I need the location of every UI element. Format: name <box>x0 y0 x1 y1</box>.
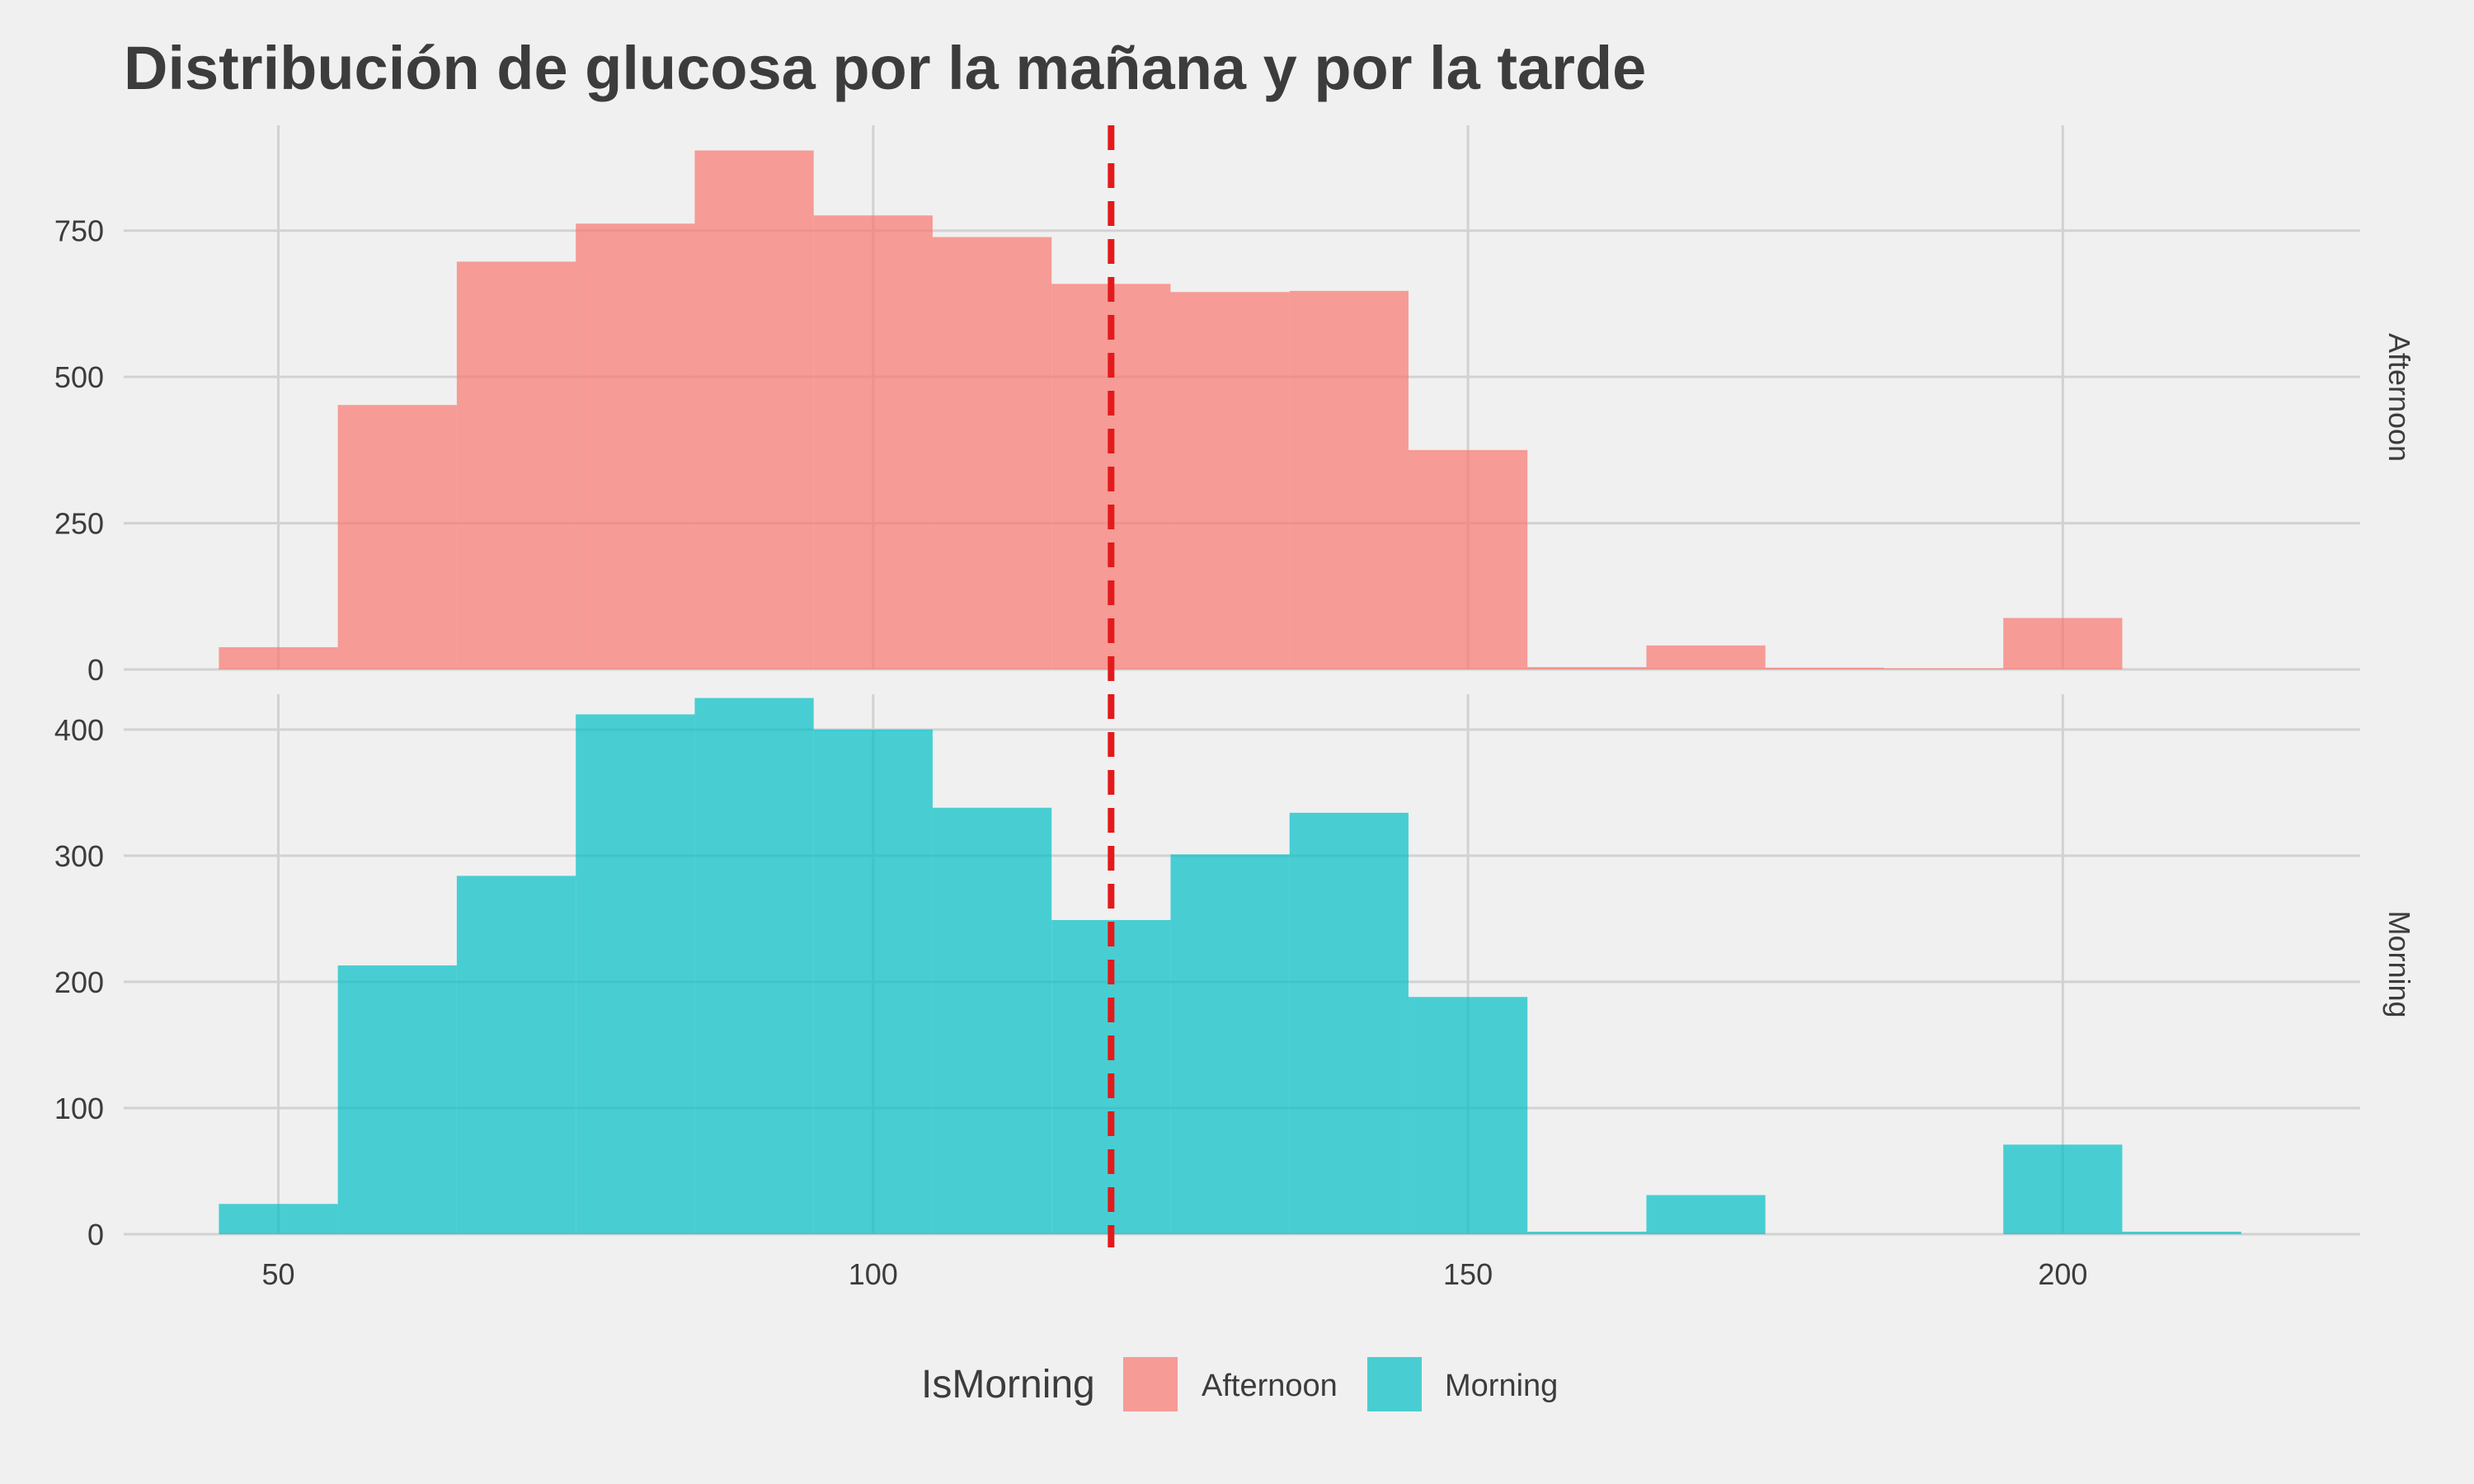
y-tick-label: 300 <box>54 839 104 873</box>
bar-afternoon-1 <box>337 405 457 669</box>
bar-afternoon-6 <box>932 237 1052 669</box>
bar-afternoon-10 <box>1408 449 1528 669</box>
legend-label-afternoon: Afternoon <box>1202 1369 1338 1403</box>
bar-morning-6 <box>932 807 1052 1234</box>
y-tick-label: 400 <box>54 713 104 747</box>
y-tick-label: 200 <box>54 965 104 999</box>
y-tick-label: 750 <box>54 214 104 248</box>
bar-morning-4 <box>694 697 814 1234</box>
bar-afternoon-11 <box>1527 667 1647 669</box>
bar-afternoon-3 <box>576 223 695 669</box>
bar-morning-5 <box>813 729 933 1234</box>
bar-morning-9 <box>1289 812 1409 1234</box>
x-tick-label: 50 <box>262 1257 295 1291</box>
x-tick-label: 200 <box>2038 1257 2087 1291</box>
bar-morning-16 <box>2122 1231 2241 1234</box>
facet-afternoon: 0 250 500 750 Afternoon <box>54 125 2416 687</box>
bar-morning-8 <box>1170 854 1290 1234</box>
bar-morning-10 <box>1408 997 1528 1234</box>
facet-morning: 0 100 200 300 400 Morning <box>54 694 2416 1252</box>
bar-morning-0 <box>219 1204 338 1234</box>
y-tick-label: 0 <box>87 653 104 687</box>
chart-title: Distribución de glucosa por la mañana y … <box>124 34 1646 102</box>
bar-morning-15 <box>2003 1144 2123 1234</box>
bar-afternoon-2 <box>456 261 576 669</box>
bar-afternoon-0 <box>219 647 338 669</box>
y-tick-label: 0 <box>87 1218 104 1252</box>
facet-strip-morning: Morning <box>2382 910 2416 1017</box>
bar-morning-1 <box>337 965 457 1234</box>
y-tick-label: 100 <box>54 1092 104 1125</box>
bar-morning-3 <box>576 714 695 1234</box>
y-tick-label: 500 <box>54 360 104 394</box>
bar-morning-12 <box>1646 1195 1766 1234</box>
bar-afternoon-8 <box>1170 292 1290 669</box>
facet-strip-afternoon: Afternoon <box>2382 333 2416 462</box>
bar-morning-11 <box>1527 1231 1647 1234</box>
x-tick-label: 100 <box>849 1257 898 1291</box>
bar-afternoon-12 <box>1646 645 1766 669</box>
bar-afternoon-5 <box>813 215 933 670</box>
legend-swatch-morning <box>1367 1357 1422 1411</box>
bar-afternoon-13 <box>1765 667 1884 669</box>
y-tick-label: 250 <box>54 507 104 541</box>
bar-afternoon-15 <box>2003 618 2123 669</box>
bar-afternoon-9 <box>1289 290 1409 669</box>
facet-panels: 0 250 500 750 Afternoon 0 100 200 300 400 Morning <box>54 125 2416 1252</box>
legend: IsMorning Afternoon Morning <box>921 1357 1558 1411</box>
legend-title: IsMorning <box>921 1363 1095 1407</box>
x-tick-label: 150 <box>1443 1257 1493 1291</box>
legend-label-morning: Morning <box>1445 1369 1558 1403</box>
bar-afternoon-4 <box>694 150 814 670</box>
bar-morning-2 <box>456 876 576 1234</box>
legend-swatch-afternoon <box>1123 1357 1178 1411</box>
x-axis: 50 100 150 200 <box>262 1257 2088 1291</box>
